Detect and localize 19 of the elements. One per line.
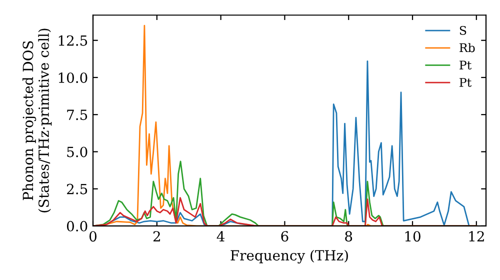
- legend-label: Pt: [460, 60, 472, 70]
- legend-label: Rb: [460, 43, 475, 52]
- y-tick-label: 2.5: [66, 184, 88, 194]
- x-tick-label: 6: [281, 231, 288, 242]
- y-tick-label: 0.0: [66, 220, 88, 232]
- x-tick-label: 8: [345, 231, 352, 242]
- x-tick-label: 2: [153, 231, 160, 242]
- legend-label: Pt: [460, 78, 472, 87]
- legend-label: S: [460, 26, 466, 35]
- x-tick-label: 0: [89, 231, 96, 242]
- x-tick-label: 12: [469, 231, 484, 242]
- x-axis-title: Frequency (THz): [230, 250, 348, 264]
- x-tick-label: 4: [216, 231, 225, 242]
- y-tick-label: 5.0: [67, 146, 88, 158]
- y-tick-label: 7.5: [67, 110, 88, 120]
- x-tick-label: 10: [405, 231, 420, 242]
- y-axis-title: Phonon projected DOS (States/THz·primitive cell): [22, 28, 52, 212]
- y-tick-label: 10.0: [58, 72, 88, 83]
- y-tick-label: 12.5: [58, 35, 88, 46]
